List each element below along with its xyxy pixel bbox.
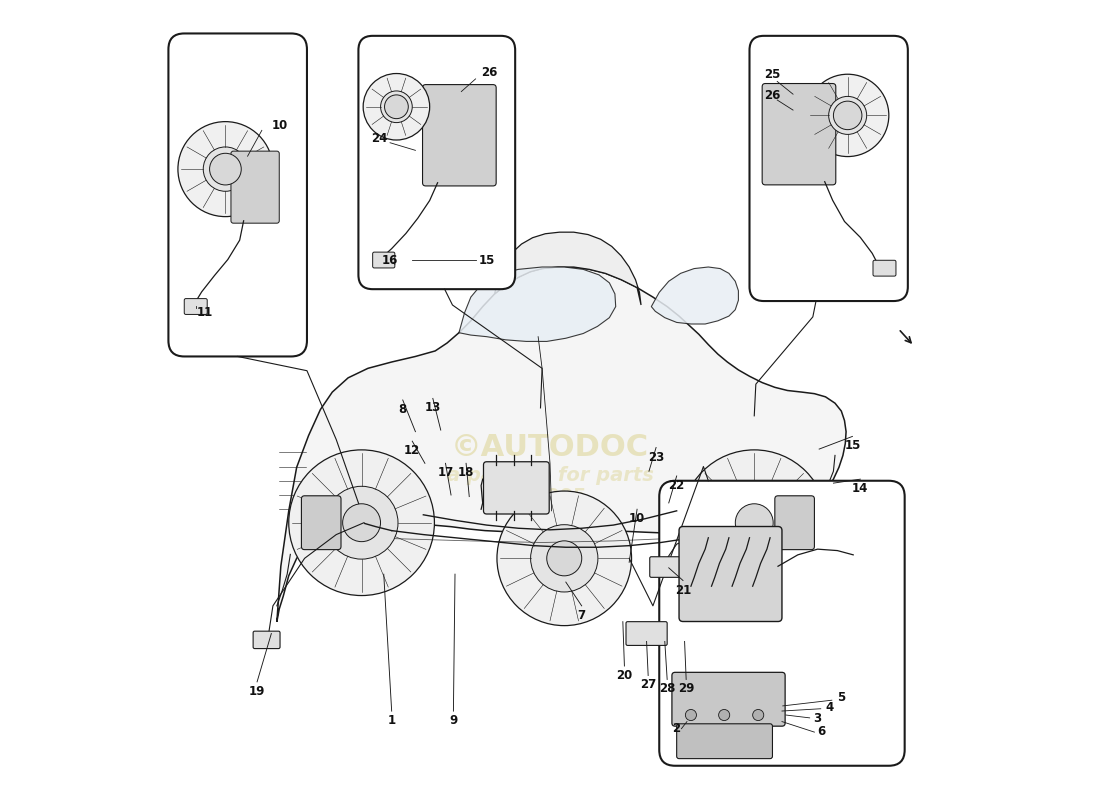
FancyBboxPatch shape	[672, 672, 785, 726]
Text: 26: 26	[763, 90, 780, 102]
FancyBboxPatch shape	[659, 481, 904, 766]
FancyBboxPatch shape	[650, 557, 684, 578]
Text: 15: 15	[844, 439, 860, 453]
Text: 7: 7	[578, 609, 585, 622]
Circle shape	[178, 122, 273, 217]
Text: 21: 21	[675, 583, 691, 597]
Circle shape	[718, 486, 791, 559]
Text: 15: 15	[478, 254, 495, 267]
Text: 28: 28	[659, 682, 675, 695]
Text: 18: 18	[458, 466, 474, 479]
Circle shape	[326, 486, 398, 559]
Text: 16: 16	[382, 254, 398, 267]
Polygon shape	[495, 232, 641, 305]
Text: 29: 29	[678, 682, 694, 695]
Circle shape	[547, 541, 582, 576]
Circle shape	[735, 504, 773, 542]
FancyBboxPatch shape	[253, 631, 280, 649]
Circle shape	[834, 101, 862, 130]
Text: 3: 3	[814, 711, 822, 725]
Text: a passion for parts: a passion for parts	[447, 466, 653, 485]
Text: 9: 9	[449, 714, 458, 727]
Text: 4: 4	[825, 701, 834, 714]
FancyBboxPatch shape	[422, 85, 496, 186]
Circle shape	[685, 710, 696, 721]
FancyBboxPatch shape	[185, 298, 207, 314]
Circle shape	[381, 91, 412, 122]
FancyBboxPatch shape	[484, 462, 549, 514]
Text: 10: 10	[272, 118, 287, 132]
Circle shape	[806, 74, 889, 157]
Circle shape	[530, 525, 598, 592]
Circle shape	[289, 450, 434, 595]
Text: 2: 2	[672, 722, 680, 735]
Text: 23: 23	[648, 450, 664, 463]
Circle shape	[718, 710, 729, 721]
Circle shape	[681, 450, 827, 595]
Text: 25: 25	[763, 68, 780, 82]
Text: 20: 20	[616, 669, 632, 682]
Polygon shape	[651, 267, 738, 324]
Circle shape	[828, 96, 867, 134]
Text: 6: 6	[817, 725, 826, 738]
Text: 26: 26	[481, 66, 497, 79]
FancyBboxPatch shape	[873, 260, 896, 276]
FancyBboxPatch shape	[774, 496, 814, 550]
Circle shape	[204, 147, 248, 191]
Text: 22: 22	[669, 479, 685, 492]
FancyBboxPatch shape	[359, 36, 515, 289]
FancyBboxPatch shape	[676, 724, 772, 758]
Text: 17: 17	[438, 466, 453, 479]
Circle shape	[752, 710, 763, 721]
Text: 24: 24	[371, 132, 387, 146]
FancyBboxPatch shape	[231, 151, 279, 223]
FancyBboxPatch shape	[749, 36, 907, 301]
Circle shape	[385, 95, 408, 118]
Text: 8: 8	[398, 403, 407, 416]
Text: 10: 10	[629, 512, 646, 526]
Circle shape	[210, 154, 241, 185]
Circle shape	[363, 74, 430, 140]
Polygon shape	[277, 267, 846, 622]
Text: 5: 5	[837, 690, 845, 704]
FancyBboxPatch shape	[301, 496, 341, 550]
Text: 12: 12	[404, 444, 420, 457]
FancyBboxPatch shape	[168, 34, 307, 357]
FancyBboxPatch shape	[373, 252, 395, 268]
Text: 13: 13	[425, 402, 441, 414]
Text: ©AUTODOC: ©AUTODOC	[451, 433, 649, 462]
Text: 11: 11	[197, 306, 213, 319]
Text: 1: 1	[387, 714, 396, 727]
Text: ©2005: ©2005	[514, 487, 586, 506]
Polygon shape	[459, 267, 616, 342]
Text: 14: 14	[852, 482, 869, 495]
Text: 19: 19	[249, 685, 265, 698]
Circle shape	[342, 504, 381, 542]
FancyBboxPatch shape	[762, 83, 836, 185]
Circle shape	[497, 491, 631, 626]
FancyBboxPatch shape	[626, 622, 668, 646]
FancyBboxPatch shape	[679, 526, 782, 622]
Text: 27: 27	[640, 678, 657, 691]
